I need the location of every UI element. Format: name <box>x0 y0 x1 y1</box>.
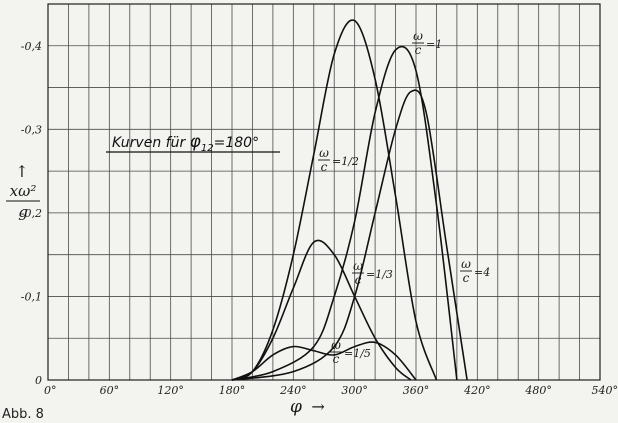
series-label-denominator: c <box>463 271 470 285</box>
series-curve <box>231 45 458 381</box>
series-label-value: =1 <box>426 38 442 51</box>
x-axis-label: φ → <box>290 397 325 417</box>
x-tick-label: 360° <box>403 384 430 397</box>
chart-grid <box>47 3 601 381</box>
x-tick-label: 480° <box>524 384 552 397</box>
series-label-numerator: ω <box>319 146 329 160</box>
x-tick-label: 60° <box>100 384 120 397</box>
y-axis-label-denominator: g <box>18 203 28 221</box>
series-curve <box>231 19 438 381</box>
series-curve <box>231 89 468 381</box>
series-label-value: =1/3 <box>366 268 393 281</box>
y-tick-label: -0,4 <box>21 40 42 53</box>
x-tick-label: 540° <box>592 384 618 397</box>
x-tick-label: 300° <box>341 384 368 397</box>
title-subscript: 12 <box>201 143 214 154</box>
x-tick-label: 180° <box>219 384 246 397</box>
series-label-value: =1/5 <box>344 347 371 360</box>
series-label: ωc =1/3 <box>352 259 393 287</box>
series-label-value: =4 <box>474 266 490 279</box>
series-label-denominator: c <box>415 43 422 57</box>
series-label: ωc =1 <box>412 29 442 57</box>
y-axis-label-numerator: xω² <box>10 182 37 200</box>
x-tick-label: 420° <box>463 384 491 397</box>
series-label-numerator: ω <box>413 29 423 43</box>
title-suffix: =180° <box>214 135 259 151</box>
y-tick-label: 0 <box>35 374 42 387</box>
chart-title: Kurven für φ12=180° <box>112 132 259 154</box>
x-tick-label: 0° <box>44 384 57 397</box>
series-curve <box>231 341 417 381</box>
x-axis-arrow: → <box>311 397 324 416</box>
series-label-denominator: c <box>321 160 328 174</box>
plot-frame <box>47 3 601 381</box>
series-label: ωc =1/2 <box>318 146 359 174</box>
series-label-value: =1/2 <box>332 155 359 168</box>
y-axis-arrow: ↑ <box>15 162 28 181</box>
series-label: ωc =1/5 <box>330 338 371 366</box>
x-axis-symbol: φ <box>290 397 302 417</box>
chart-curves <box>231 19 468 381</box>
series-label-numerator: ω <box>461 257 471 271</box>
figure-label: Abb. 8 <box>2 407 44 422</box>
series-label-denominator: c <box>333 352 340 366</box>
y-tick-label: -0,3 <box>21 123 42 136</box>
series-curve <box>231 239 412 381</box>
series-label: ωc =4 <box>460 257 490 285</box>
series-label-numerator: ω <box>331 338 341 352</box>
series-label-denominator: c <box>355 273 362 287</box>
chart-tick-labels: 0° 60° 120° 180° 240° 300° 360° 420° 480° 540° 0 -0… <box>21 40 618 397</box>
y-tick-label: -0,2 <box>21 207 42 220</box>
series-label-numerator: ω <box>353 259 363 273</box>
series-labels: ωc =1/5ωc =1/3ωc =1/2ωc =1ωc =4 <box>318 29 490 366</box>
y-tick-label: -0,1 <box>21 290 42 303</box>
x-tick-label: 240° <box>279 384 307 397</box>
x-tick-label: 120° <box>157 384 184 397</box>
title-prefix: Kurven für <box>112 135 190 151</box>
title-symbol: φ <box>190 132 202 152</box>
